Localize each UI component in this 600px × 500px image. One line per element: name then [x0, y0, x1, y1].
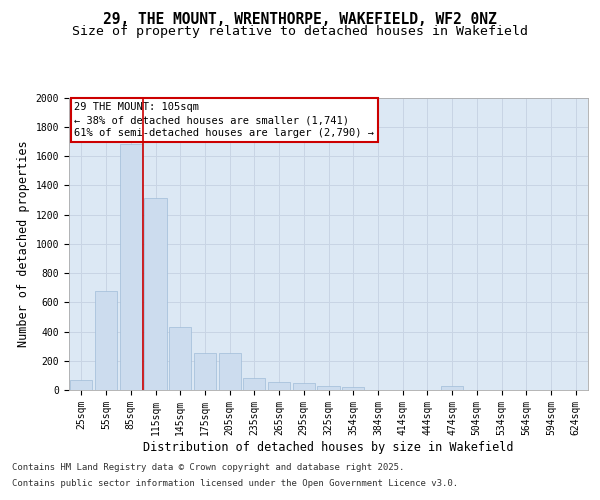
Bar [342, 387, 364, 390]
Text: Contains HM Land Registry data © Crown copyright and database right 2025.: Contains HM Land Registry data © Crown c… [12, 462, 404, 471]
Bar [194, 354, 216, 390]
Bar [70, 380, 92, 390]
Bar [145, 198, 167, 390]
Y-axis label: Number of detached properties: Number of detached properties [17, 140, 30, 347]
Bar [441, 386, 463, 390]
Text: 29, THE MOUNT, WRENTHORPE, WAKEFIELD, WF2 0NZ: 29, THE MOUNT, WRENTHORPE, WAKEFIELD, WF… [103, 12, 497, 28]
Bar [268, 382, 290, 390]
Bar [293, 384, 315, 390]
Bar [95, 290, 117, 390]
X-axis label: Distribution of detached houses by size in Wakefield: Distribution of detached houses by size … [143, 440, 514, 454]
Text: Contains public sector information licensed under the Open Government Licence v3: Contains public sector information licen… [12, 478, 458, 488]
Bar [317, 386, 340, 390]
Bar [119, 144, 142, 390]
Bar [169, 327, 191, 390]
Text: Size of property relative to detached houses in Wakefield: Size of property relative to detached ho… [72, 25, 528, 38]
Bar [218, 354, 241, 390]
Text: 29 THE MOUNT: 105sqm
← 38% of detached houses are smaller (1,741)
61% of semi-de: 29 THE MOUNT: 105sqm ← 38% of detached h… [74, 102, 374, 139]
Bar [243, 378, 265, 390]
